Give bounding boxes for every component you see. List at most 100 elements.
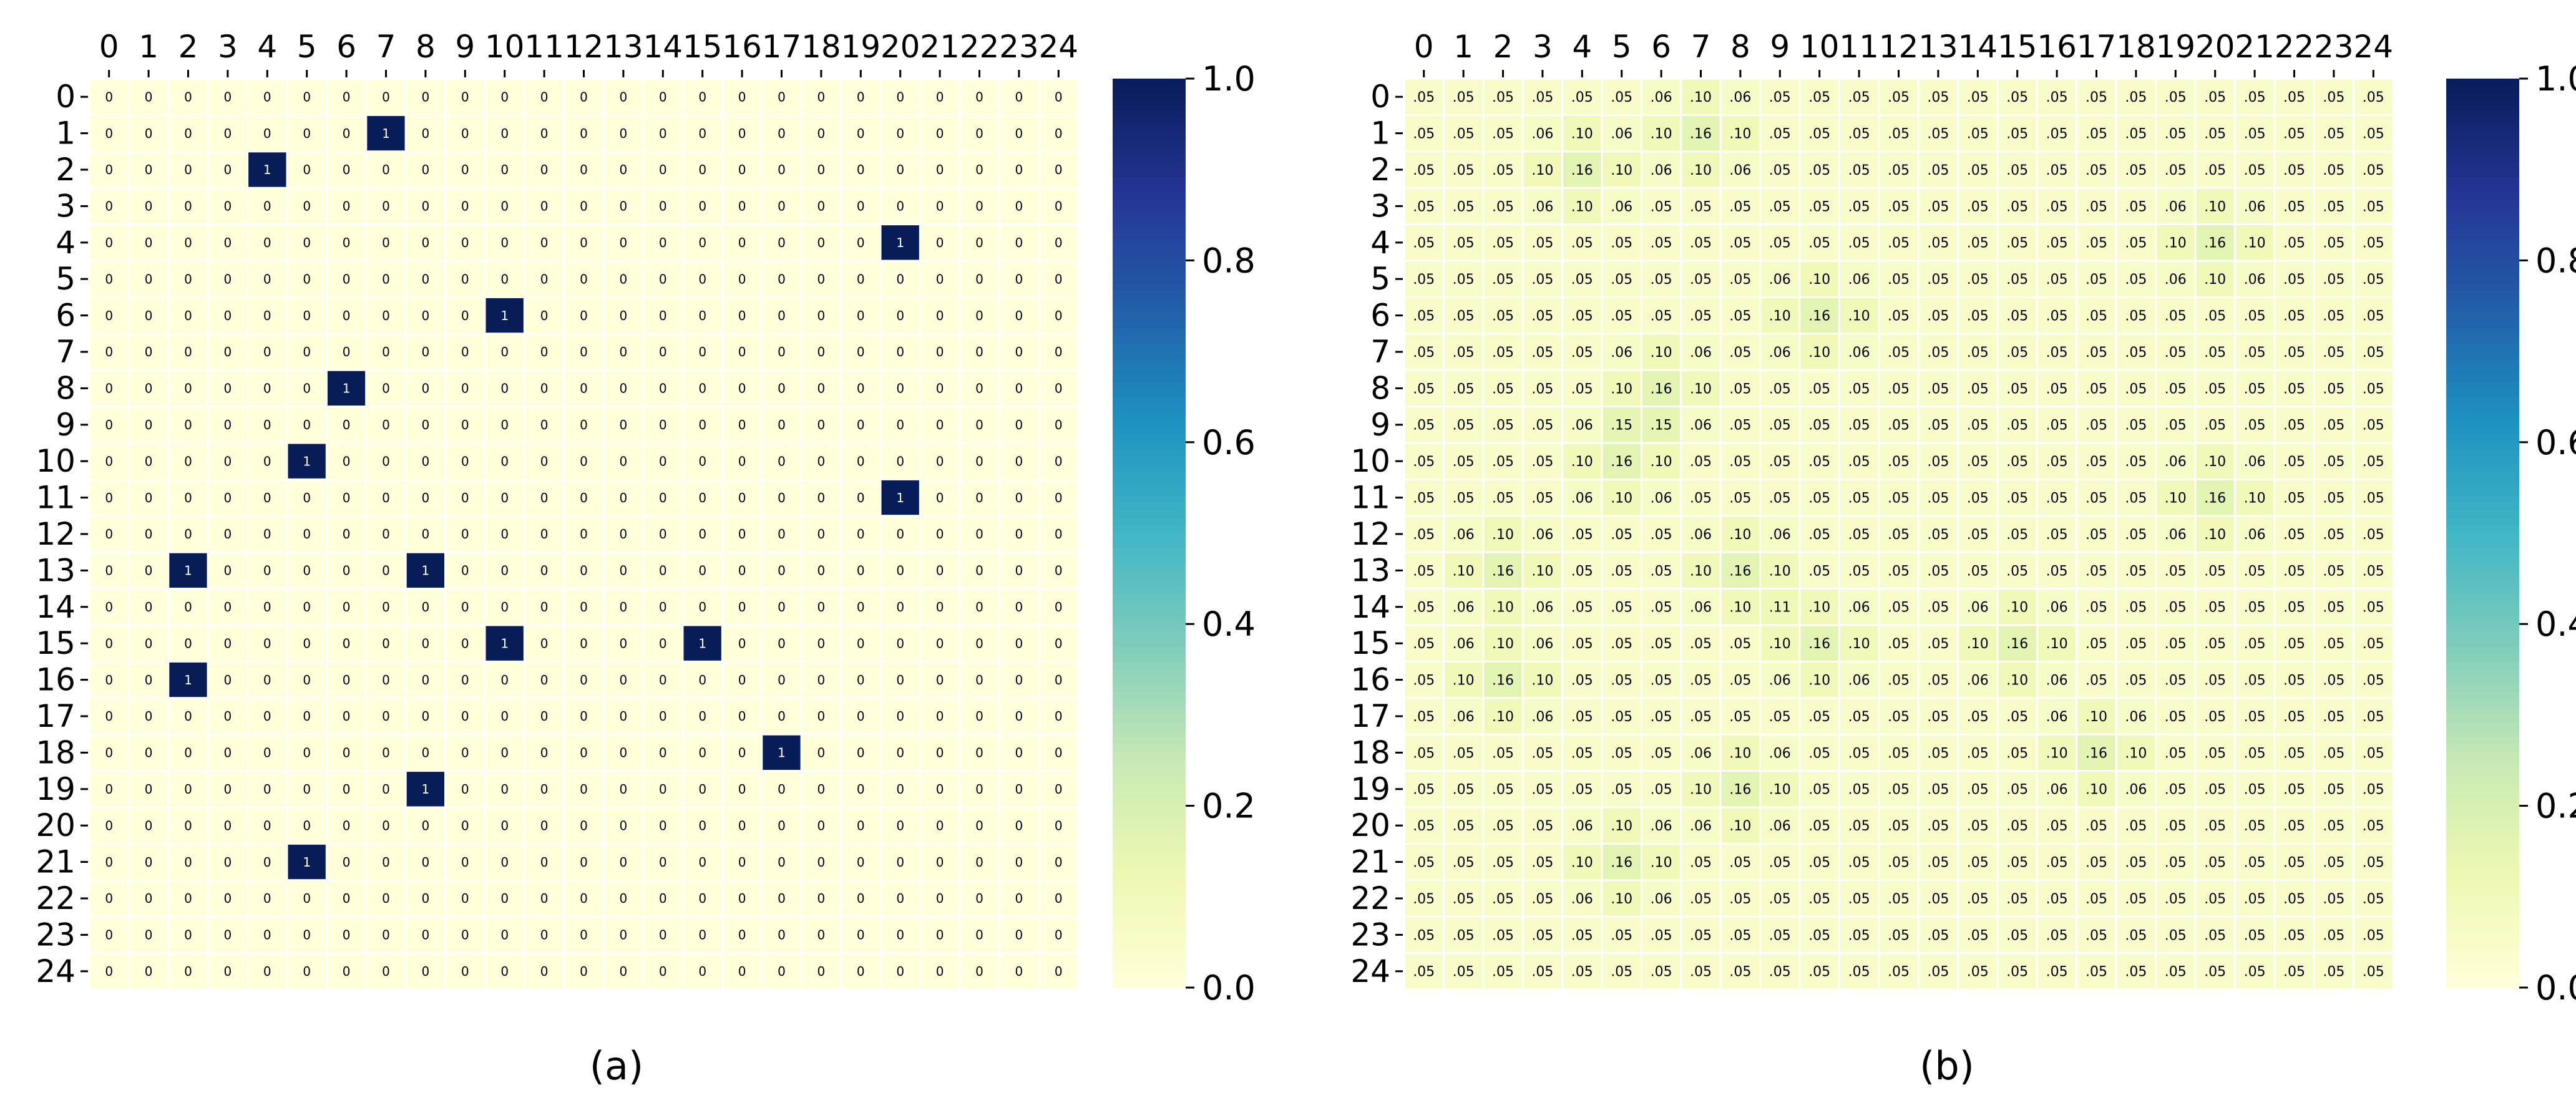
x-tick-label: 17 (762, 29, 802, 65)
heatmap-cell (602, 150, 645, 189)
cell-value-label: .05 (2086, 563, 2107, 579)
colorbar-segment (2446, 882, 2519, 890)
cell-value-label: 0 (382, 89, 390, 104)
cell-value-label: 0 (1015, 162, 1023, 177)
cell-value-label: 0 (382, 891, 390, 906)
x-tick-label: 22 (960, 29, 1000, 65)
cell-value-label: .05 (2165, 127, 2187, 142)
colorbar-segment (2446, 328, 2519, 337)
cell-value-label: 0 (778, 308, 786, 323)
colorbar-segment (1113, 192, 1186, 201)
cell-value-label: 0 (857, 673, 865, 688)
cell-value-label: 0 (303, 563, 311, 578)
cell-value-label: .05 (2006, 90, 2028, 105)
cell-value-label: 0 (698, 126, 706, 141)
colorbar-segment (2446, 586, 2519, 595)
cell-value-label: .05 (2244, 418, 2266, 434)
cell-value-label: .05 (1651, 199, 1672, 215)
cell-value-label: .05 (1927, 345, 1949, 361)
y-tick-label: 15 (1350, 625, 1390, 661)
colorbar-tick-label: 0.4 (1202, 605, 1256, 644)
cell-value-label: 0 (778, 673, 786, 688)
colorbar-segment (2446, 306, 2519, 314)
heatmap-cell (721, 369, 763, 408)
cell-value-label: .05 (2363, 345, 2384, 361)
cell-value-label: 0 (263, 782, 271, 797)
cell-value-label: .05 (1453, 454, 1475, 470)
cell-value-label: .05 (1690, 673, 1712, 689)
cell-value-label: .05 (1729, 855, 1751, 871)
y-tick-label: 10 (1350, 443, 1390, 479)
cell-value-label: .05 (2283, 199, 2305, 215)
cell-value-label: 0 (975, 454, 983, 469)
cell-value-label: .05 (2046, 454, 2068, 470)
cell-value-label: .10 (2244, 491, 2266, 507)
cell-value-label: .05 (2165, 90, 2187, 105)
heatmap-cell (998, 187, 1040, 226)
cell-value-label: .10 (1492, 600, 1514, 616)
colorbar-segment (1113, 858, 1186, 867)
colorbar-segment (2446, 540, 2519, 549)
colorbar-segment (1113, 882, 1186, 890)
x-tick-label: 4 (257, 29, 277, 65)
cell-value-label: .05 (2006, 782, 2028, 798)
cell-value-label: 0 (461, 891, 469, 906)
cell-value-label: 0 (857, 344, 865, 359)
cell-value-label: .05 (2204, 163, 2226, 178)
cell-value-label: .05 (2046, 309, 2068, 324)
cell-value-label: .05 (1611, 965, 1632, 980)
cell-value-label: .05 (1888, 272, 1910, 288)
cell-value-label: 0 (896, 891, 904, 906)
x-tick-label: 8 (416, 29, 436, 65)
x-tick-label: 1 (139, 29, 159, 65)
cell-value-label: .05 (1531, 345, 1553, 361)
cell-value-label: 0 (698, 818, 706, 833)
cell-value-label: .05 (2006, 928, 2028, 943)
heatmap-cell (484, 660, 525, 699)
cell-value-label: .05 (1531, 965, 1553, 980)
heatmap-cell (484, 406, 525, 444)
cell-value-label: 0 (738, 673, 746, 688)
cell-value-label: .10 (1769, 636, 1791, 652)
cell-value-label: 0 (580, 964, 588, 979)
cell-value-label: .05 (2283, 563, 2305, 579)
cell-value-label: .05 (2125, 819, 2147, 834)
cell-value-label: .05 (2323, 90, 2344, 105)
cell-value-label: .05 (2283, 90, 2305, 105)
cell-value-label: .05 (2125, 309, 2147, 324)
cell-value-label: .05 (1967, 928, 1989, 943)
cell-value-label: .05 (1531, 746, 1553, 761)
cell-value-label: .05 (2323, 965, 2344, 980)
colorbar-segment (2446, 359, 2519, 367)
cell-value-label: .10 (1769, 563, 1791, 579)
colorbar-segment (2446, 533, 2519, 542)
cell-value-label: .05 (1651, 673, 1672, 689)
colorbar-segment (1113, 601, 1186, 610)
cell-value-label: 0 (263, 928, 271, 943)
cell-value-label: .10 (1531, 563, 1553, 579)
colorbar-tick-label: 0.0 (1202, 968, 1256, 1008)
cell-value-label: .05 (2363, 928, 2384, 943)
cell-value-label: 0 (1015, 563, 1023, 578)
y-tick-label: 11 (36, 480, 76, 516)
cell-value-label: 0 (896, 381, 904, 396)
cell-value-label: .05 (1967, 491, 1989, 507)
cell-value-label: 0 (343, 126, 351, 141)
cell-value-label: .05 (1413, 163, 1435, 178)
colorbar-segment (1113, 889, 1186, 898)
cell-value-label: .05 (1413, 782, 1435, 798)
cell-value-label: 0 (184, 709, 192, 724)
cell-value-label: .05 (1808, 163, 1830, 178)
cell-value-label: .05 (1571, 600, 1593, 616)
cell-value-label: 0 (738, 600, 746, 615)
colorbar-segment (2446, 790, 2519, 799)
cell-value-label: .05 (1848, 928, 1870, 943)
cell-value-label: .05 (2363, 600, 2384, 616)
colorbar-segment (2446, 745, 2519, 754)
cell-value-label: .06 (1690, 600, 1712, 616)
cell-value-label: 0 (303, 417, 311, 432)
heatmap-cell (642, 442, 684, 480)
cell-value-label: 0 (778, 709, 786, 724)
cell-value-label: 0 (896, 673, 904, 688)
cell-value-label: 0 (936, 162, 944, 177)
